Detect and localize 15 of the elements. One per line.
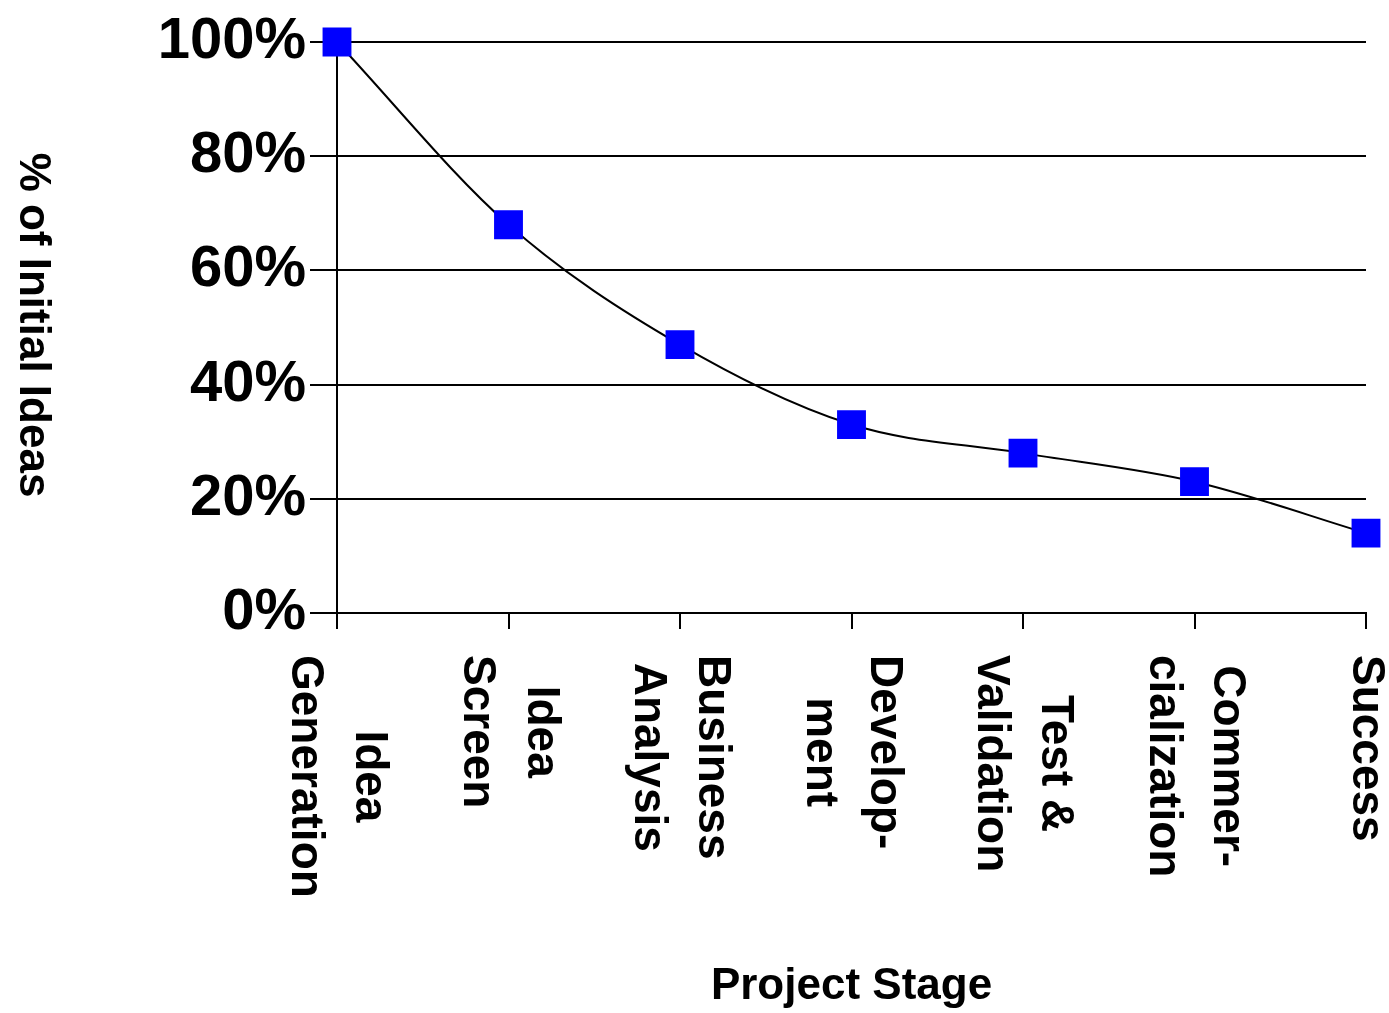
y-tick-label: 0% bbox=[222, 576, 306, 641]
y-tick-label: 60% bbox=[189, 233, 306, 299]
y-axis-title: % of Initial Ideas bbox=[10, 152, 60, 498]
y-tick-label: 80% bbox=[189, 119, 306, 185]
x-tick-label: Develop- ment bbox=[796, 655, 913, 850]
x-tick-label: Business Analysis bbox=[625, 655, 742, 860]
y-tick-label: 100% bbox=[157, 5, 306, 70]
x-axis-title: Project Stage bbox=[710, 959, 993, 1009]
y-tick-label: 40% bbox=[189, 347, 306, 413]
x-tick-label: Success bbox=[1343, 655, 1389, 842]
x-tick-label: Idea Screen bbox=[453, 655, 570, 809]
x-tick-label: Idea Generation bbox=[282, 655, 399, 898]
x-tick-label: Test & Validation bbox=[968, 655, 1085, 873]
x-tick-label: Commer- cialization bbox=[1139, 655, 1256, 878]
y-tick-label: 20% bbox=[189, 461, 306, 527]
